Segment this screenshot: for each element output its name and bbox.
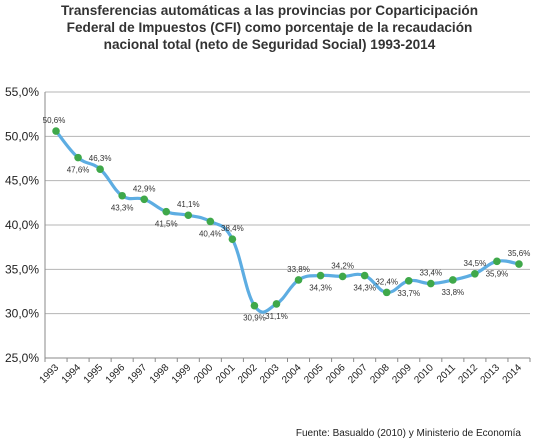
data-label: 41,1% — [177, 200, 200, 209]
data-label: 30,9% — [243, 314, 266, 323]
data-point — [382, 288, 391, 297]
data-label: 46,3% — [89, 154, 112, 163]
y-tick-label: 50,0% — [5, 129, 39, 143]
x-tick-label: 1997 — [126, 362, 150, 386]
data-point — [426, 279, 435, 288]
x-tick-label: 2012 — [456, 362, 480, 386]
chart-title-line-1: Transferencias automáticas a las provinc… — [60, 3, 479, 18]
chart-title: Transferencias automáticas a las provinc… — [0, 2, 539, 53]
data-label: 35,9% — [486, 269, 509, 278]
data-label: 35,6% — [508, 249, 531, 258]
chart-title-line-3: nacional total (neto de Seguridad Social… — [103, 37, 436, 52]
data-point — [184, 211, 193, 220]
y-tick-label: 35,0% — [5, 262, 39, 276]
x-tick-label: 2006 — [324, 362, 348, 386]
x-tick-label: 2005 — [302, 362, 326, 386]
data-point — [493, 257, 501, 266]
x-tick-label: 1999 — [170, 362, 194, 386]
data-point — [294, 276, 303, 284]
data-label: 32,4% — [375, 277, 398, 286]
data-label: 31,1% — [265, 312, 288, 321]
x-tick-label: 2004 — [280, 362, 304, 386]
series-line — [54, 129, 520, 314]
data-point — [338, 272, 347, 281]
data-point — [162, 207, 171, 216]
y-tick-label: 45,0% — [5, 174, 39, 188]
data-point — [272, 300, 281, 308]
chart-title-line-2: Federal de Impuestos (CFI) como porcenta… — [66, 20, 473, 35]
data-point — [74, 153, 82, 162]
x-tick-label: 2009 — [390, 362, 414, 386]
x-tick-label: 2007 — [346, 362, 370, 386]
data-point — [206, 217, 215, 226]
x-tick-label: 2011 — [435, 362, 458, 385]
data-label: 47,6% — [67, 166, 90, 175]
data-label: 34,3% — [353, 284, 376, 293]
x-tick-label: 2008 — [368, 362, 392, 386]
x-tick-label: 1994 — [60, 362, 84, 386]
data-point — [515, 260, 523, 268]
data-point — [471, 269, 479, 278]
data-point — [140, 195, 149, 204]
y-tick-label: 25,0% — [5, 351, 39, 365]
data-label: 43,3% — [111, 204, 134, 213]
data-label: 34,3% — [309, 284, 332, 293]
data-label: 38,4% — [221, 224, 244, 233]
data-point — [316, 271, 325, 280]
x-tick-label: 1998 — [148, 362, 172, 386]
x-tick-label: 2003 — [258, 362, 282, 386]
x-tick-label: 2002 — [236, 362, 260, 386]
data-point — [228, 235, 237, 243]
data-label: 33,4% — [419, 269, 442, 278]
y-tick-label: 30,0% — [5, 307, 39, 321]
data-label: 34,5% — [464, 259, 487, 268]
data-label: 42,9% — [133, 184, 156, 193]
data-point — [404, 277, 413, 285]
data-point — [250, 301, 259, 310]
x-tick-label: 2013 — [479, 362, 503, 386]
x-tick-label: 2010 — [412, 362, 436, 386]
data-point — [449, 276, 457, 284]
data-point — [360, 271, 369, 280]
x-tick-label: 2014 — [501, 362, 525, 386]
data-label: 41,5% — [155, 220, 178, 229]
data-label: 50,6% — [43, 116, 66, 125]
x-tick-label: 1995 — [82, 362, 106, 386]
data-point — [118, 191, 126, 200]
x-tick-label: 2001 — [214, 362, 238, 386]
data-label: 33,8% — [441, 288, 464, 297]
x-tick-label: 1993 — [38, 362, 62, 386]
data-label: 33,7% — [397, 289, 420, 298]
data-label: 33,8% — [287, 265, 310, 274]
y-tick-label: 40,0% — [5, 218, 39, 232]
source-note: Fuente: Basualdo (2010) y Ministerio de … — [295, 428, 521, 439]
data-point — [52, 127, 60, 135]
data-point — [96, 165, 104, 173]
data-label: 40,4% — [199, 229, 222, 238]
data-label: 34,2% — [331, 261, 354, 270]
x-tick-label: 2000 — [192, 362, 216, 386]
y-tick-label: 55,0% — [5, 85, 39, 99]
x-tick-label: 1996 — [104, 362, 128, 386]
